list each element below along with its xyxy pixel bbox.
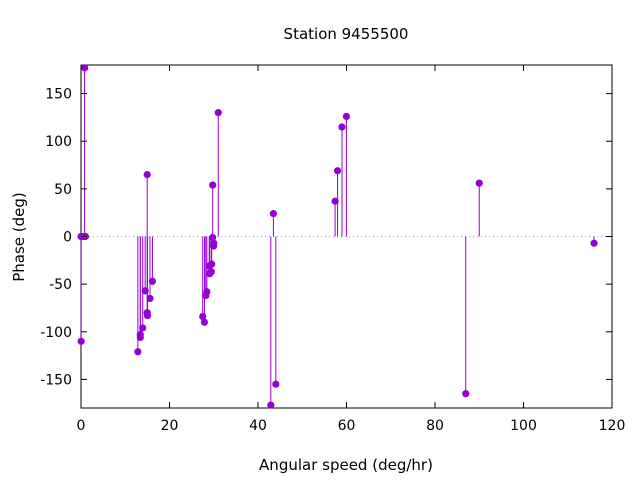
- x-tick-label: 20: [161, 418, 179, 434]
- x-tick-label: 0: [77, 418, 86, 434]
- x-axis-title: Angular speed (deg/hr): [259, 456, 433, 474]
- data-point: [207, 268, 215, 276]
- x-axis-ticks: 0 20 40 60 80 100 120: [77, 65, 626, 434]
- data-point: [200, 318, 209, 326]
- data-point: [475, 179, 483, 187]
- y-tick-label: 50: [54, 182, 72, 198]
- y-axis-ticks: -150 -100 -50 0 50 100 150: [40, 87, 612, 388]
- data-point: [146, 294, 154, 303]
- data-point: [143, 311, 152, 320]
- data-point: [208, 233, 217, 242]
- data-point: [209, 181, 217, 189]
- data-point: [272, 380, 280, 388]
- x-tick-label: 120: [599, 418, 626, 434]
- y-axis-title: Phase (deg): [10, 192, 28, 282]
- data-point: [148, 277, 157, 285]
- chart-title: Station 9455500: [284, 25, 409, 43]
- x-tick-label: 100: [510, 418, 537, 434]
- y-tick-label: -100: [40, 325, 72, 341]
- y-tick-label: -150: [40, 372, 72, 388]
- data-point: [81, 64, 89, 72]
- data-point: [199, 312, 207, 321]
- y-tick-label: 100: [45, 134, 72, 150]
- data-point: [139, 324, 147, 332]
- data-point: [210, 239, 218, 247]
- data-point: [136, 331, 144, 339]
- data-point: [342, 112, 351, 121]
- data-point: [267, 401, 275, 409]
- data-point: [143, 170, 151, 179]
- data-point: [269, 210, 277, 218]
- x-tick-label: 40: [249, 418, 267, 434]
- data-point: [203, 288, 211, 296]
- y-tick-label: 0: [63, 230, 72, 246]
- data-point: [338, 123, 346, 131]
- y-tick-label: 150: [45, 87, 72, 103]
- data-point: [462, 390, 470, 398]
- data-point: [141, 287, 149, 295]
- data-point: [214, 109, 222, 117]
- data-point: [333, 167, 342, 175]
- data-point: [590, 239, 598, 247]
- data-point: [331, 197, 339, 205]
- y-tick-label: -50: [49, 277, 72, 293]
- x-tick-label: 60: [338, 418, 356, 434]
- data-point: [208, 260, 216, 268]
- x-tick-label: 80: [426, 418, 444, 434]
- data-points: [77, 64, 598, 409]
- data-point: [77, 337, 85, 345]
- data-impulses: [80, 67, 595, 406]
- data-point: [134, 348, 142, 356]
